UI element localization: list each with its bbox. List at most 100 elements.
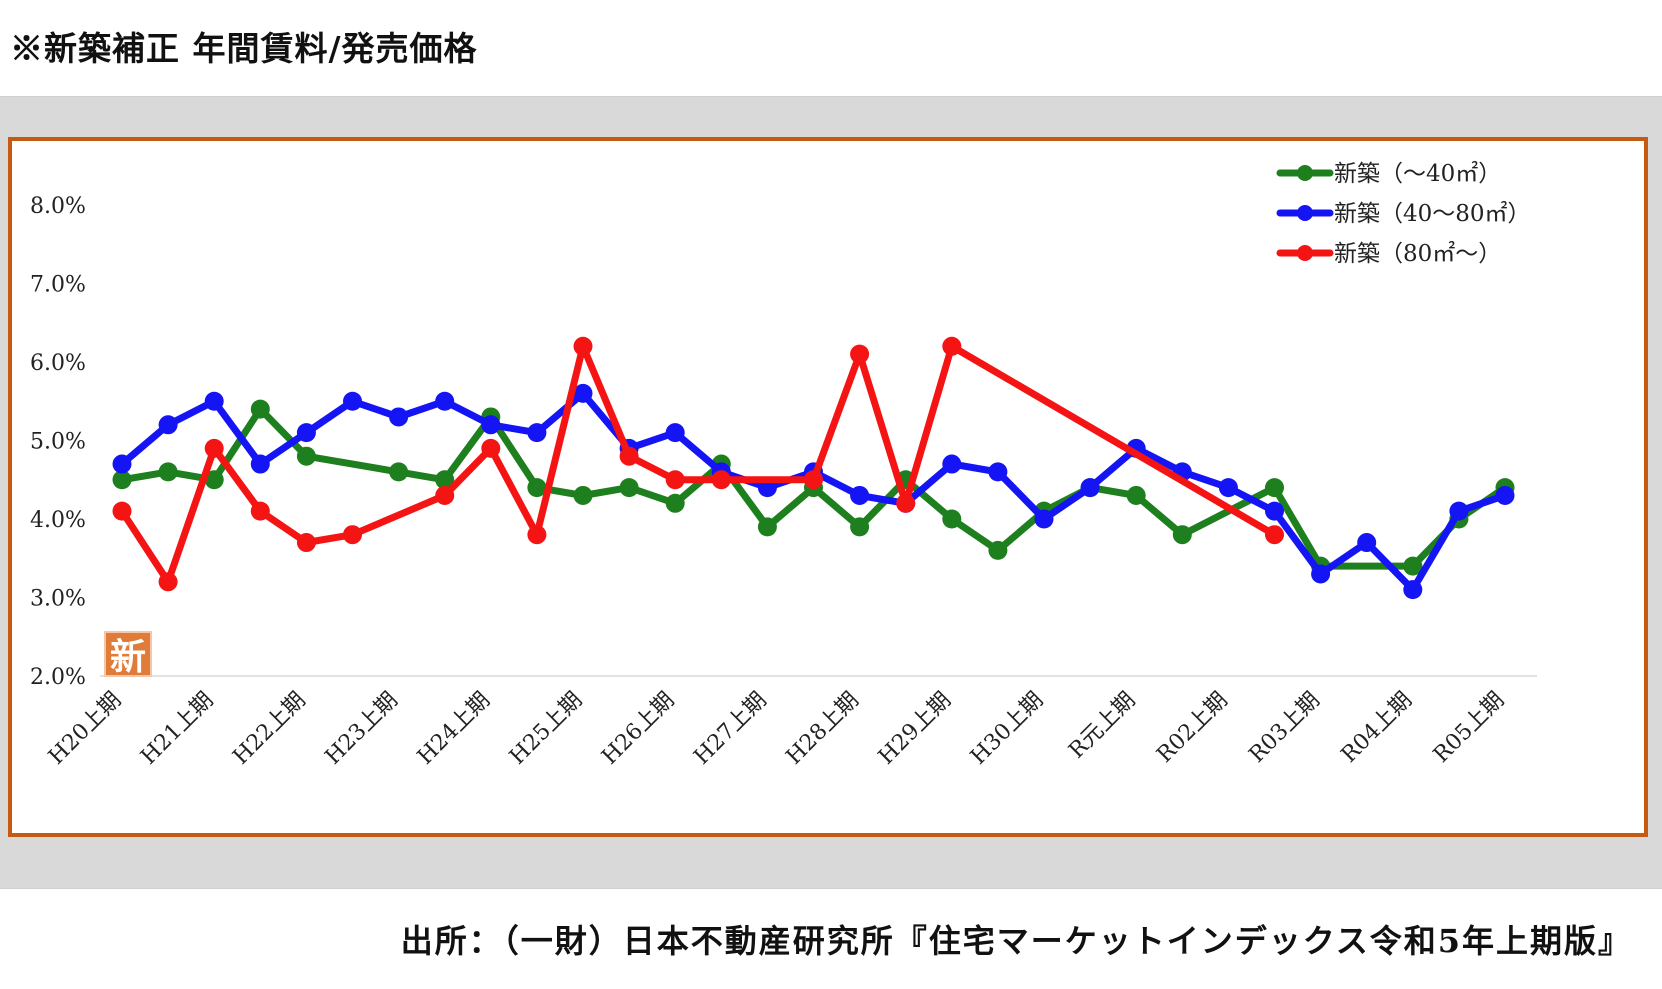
data-point [204,391,224,411]
series-layer [112,336,1515,600]
x-tick-label: R04上期 [1337,688,1417,768]
legend-swatch-marker [1297,165,1313,181]
x-tick-label: H27上期 [689,688,771,770]
legend: 新築（～40㎡） 新築（40～80㎡） 新築（80㎡～） [1276,161,1531,267]
data-point [1495,485,1515,505]
source-note: 出所：（一財）日本不動産研究所『住宅マーケットインデックス令和5年上期版』 [400,922,1632,960]
x-tick-label: R05上期 [1429,688,1509,768]
data-point [1080,478,1100,498]
data-point [942,509,962,529]
x-tick-label: H25上期 [505,688,587,770]
data-point [1311,564,1331,584]
data-point [481,415,501,435]
data-point [389,407,409,427]
data-point [850,344,870,364]
data-point [250,399,270,419]
line-chart: 2.0%3.0%4.0%5.0%6.0%7.0%8.0% H20上期 H21上期 H… [30,161,1537,770]
chart-frame[interactable]: 2.0% 3.0% 4.0% 5.0% 6.0% 7.0% 8.0% H20上期 H21上期 H… [8,137,1648,837]
data-point [573,485,593,505]
x-tick-label: H24上期 [413,688,495,770]
data-point [988,462,1008,482]
data-point [158,415,178,435]
x-tick-label: H21上期 [136,688,218,770]
x-tick-label: H22上期 [228,688,310,770]
data-point [435,485,455,505]
data-point [204,438,224,458]
data-point [112,501,132,521]
data-point [527,423,547,443]
data-point [296,446,316,466]
data-point [389,462,409,482]
data-point [158,572,178,592]
data-point [296,533,316,553]
data-point [435,391,455,411]
x-axis-ticks: H20上期 H21上期 H22上期 H23上期 H24上期 H25上期 H26上期 H27上期… [44,688,1509,770]
data-point [573,383,593,403]
data-point [942,336,962,356]
data-point [250,454,270,474]
data-point [1449,501,1469,521]
data-point [942,454,962,474]
data-point [527,525,547,545]
data-point [757,517,777,537]
data-point [158,462,178,482]
data-point [1265,501,1284,521]
data-point [850,517,870,537]
y-tick-label: 3.0% [30,587,86,612]
data-point [250,501,270,521]
legend-label: 新築（80㎡～） [1334,241,1501,267]
data-point [619,446,639,466]
x-tick-label: H20上期 [44,688,126,770]
y-tick-label: 2.0% [30,665,86,690]
data-point [711,470,731,490]
data-point [619,478,639,498]
y-tick-label: 7.0% [30,273,86,298]
header-band [0,0,1662,97]
data-point [896,493,916,513]
data-point [527,478,547,498]
data-point [1034,509,1054,529]
data-point [204,470,224,490]
series-line-3 [118,342,1278,586]
x-tick-label: H26上期 [597,688,679,770]
legend-label: 新築（～40㎡） [1334,161,1501,187]
data-point [112,470,132,490]
x-tick-label: H30上期 [966,688,1048,770]
legend-swatch-marker [1297,245,1313,261]
y-tick-label: 8.0% [30,194,86,219]
data-point [1403,556,1423,576]
data-point [850,485,870,505]
x-tick-label: H29上期 [874,688,956,770]
data-point [1126,485,1146,505]
data-point [665,423,685,443]
data-point [435,470,455,490]
data-point [1265,478,1284,498]
legend-label: 新築（40～80㎡） [1334,201,1531,227]
x-tick-label: R02上期 [1152,688,1232,768]
x-tick-label: H23上期 [321,688,403,770]
x-tick-label: R元上期 [1064,688,1140,764]
y-tick-label: 5.0% [30,430,86,455]
data-point [804,470,823,490]
data-point [1403,580,1423,600]
y-tick-label: 6.0% [30,351,86,376]
data-point [481,438,501,458]
data-point [665,493,685,513]
x-tick-label: H28上期 [782,688,864,770]
x-tick-label: R03上期 [1245,688,1325,768]
data-point [1172,525,1192,545]
data-point [1357,533,1377,553]
page-title: ※新築補正 年間賃料/発売価格 [10,29,478,68]
data-point [665,470,685,490]
footer-band [0,888,1662,989]
data-point [1265,525,1284,545]
legend-swatch-marker [1297,205,1313,221]
y-axis-ticks: 2.0% 3.0% 4.0% 5.0% 6.0% 7.0% 8.0% [30,194,86,690]
data-point [343,525,362,545]
data-point [988,540,1008,560]
data-point [1218,478,1238,498]
data-point [112,454,132,474]
data-point [296,423,316,443]
data-point [573,336,593,356]
new-badge: 新 [104,631,152,678]
